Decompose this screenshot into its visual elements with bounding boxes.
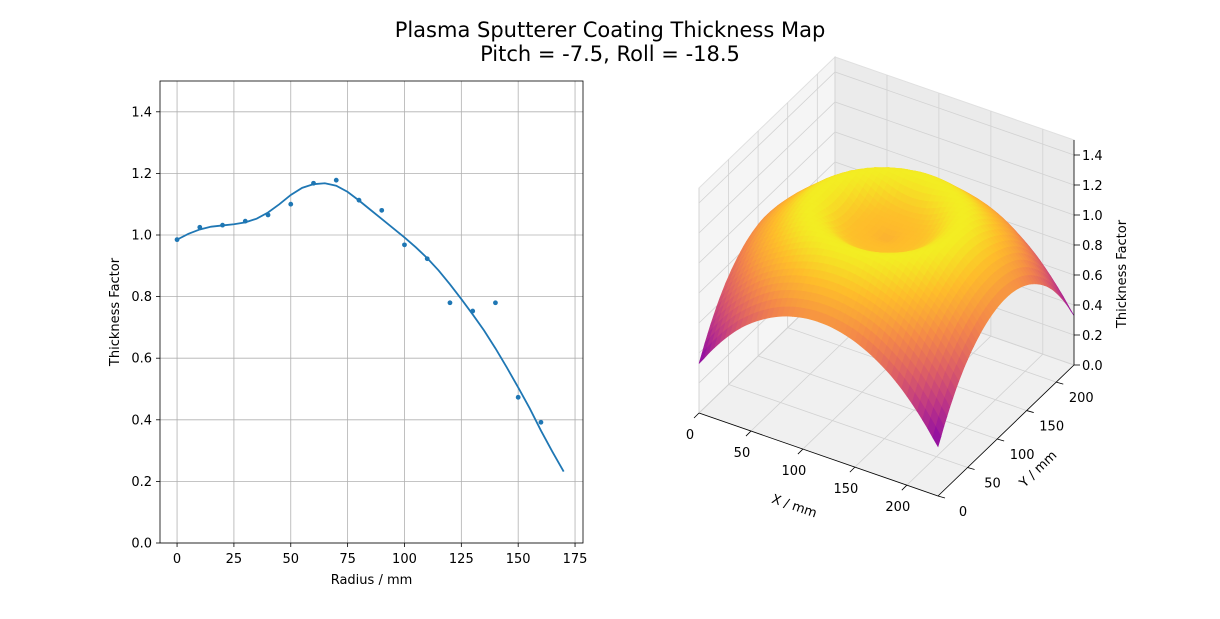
x-tick-label: 150 — [506, 552, 531, 567]
x-tick-label-3d: 100 — [781, 464, 806, 479]
z-tick-label-3d: 0.6 — [1082, 269, 1103, 284]
z-tick-label-3d: 0.8 — [1082, 239, 1103, 254]
data-point — [515, 394, 521, 400]
surface-3d-chart: 0 50 100 150 200 0 50 100 150 200 0.0 0.2 0.4 0.6 0.8 1… — [686, 55, 1130, 521]
x-tick-label-3d: 150 — [833, 482, 858, 497]
axes-3d-ticks: 0 50 100 150 200 0 50 100 150 200 0.0 0.2 0.4 0.6 0.8 1… — [686, 140, 1103, 520]
x-tick-label: 50 — [282, 552, 299, 567]
y-tick-label: 0.6 — [131, 352, 152, 367]
y-tick-label-3d: 50 — [984, 477, 1001, 492]
data-point — [311, 180, 316, 186]
data-point — [379, 207, 385, 213]
data-point — [265, 212, 271, 218]
data-point — [356, 197, 362, 203]
left-grid — [160, 81, 583, 544]
y-tick-label: 1.2 — [131, 167, 152, 182]
z-tick-label-3d: 1.4 — [1082, 149, 1103, 164]
y-tick-label: 0.0 — [131, 537, 152, 552]
x-tick-label: 175 — [563, 552, 588, 567]
measured-points-series — [174, 177, 544, 425]
z-grid-3d — [698, 101, 1075, 234]
surface-patch — [932, 426, 942, 448]
x-tick-label-3d: 200 — [885, 500, 910, 515]
y-tick-label-3d: 100 — [1010, 448, 1035, 463]
thickness-surface — [698, 167, 1075, 448]
x-tick-label: 25 — [226, 552, 243, 567]
y-tick-label: 0.8 — [131, 290, 152, 305]
data-point — [402, 242, 407, 248]
x-tick-mark-3d — [797, 448, 804, 455]
x-axis-line — [698, 412, 939, 497]
x-axis-label: X / mm — [770, 492, 819, 521]
data-point — [493, 300, 498, 306]
data-point — [174, 237, 180, 243]
y-tick-label: 0.2 — [131, 475, 152, 490]
title-line-1: Plasma Sputterer Coating Thickness Map — [394, 18, 826, 42]
z-tick-label-3d: 0.2 — [1082, 329, 1103, 344]
fit-line — [176, 182, 565, 472]
y-axis-line — [937, 364, 1075, 497]
x-tick-mark-3d — [745, 430, 752, 437]
data-point — [242, 218, 248, 224]
z-tick-label-3d: 0.0 — [1082, 359, 1103, 374]
title-line-2: Pitch = -7.5, Roll = -18.5 — [480, 42, 740, 66]
data-point — [197, 224, 203, 230]
z-grid-3d — [698, 71, 1075, 204]
left-y-axis-label: Thickness Factor — [108, 257, 123, 367]
y-tick-mark-3d — [937, 495, 946, 499]
data-point — [470, 308, 476, 314]
figure-title: Plasma Sputterer Coating Thickness Map P… — [0, 18, 1220, 66]
y-tick-mark-3d — [1056, 381, 1064, 385]
x-tick-label-3d: 0 — [686, 428, 694, 443]
data-point — [288, 201, 294, 207]
x-tick-label: 75 — [339, 552, 356, 567]
x-tick-mark-3d — [901, 484, 908, 491]
data-point — [424, 256, 430, 262]
y-tick-label: 1.0 — [131, 229, 152, 244]
left-x-axis-label: Radius / mm — [331, 573, 413, 588]
y-tick-label-3d: 150 — [1039, 420, 1064, 435]
data-point — [538, 419, 544, 425]
x-tick-label: 0 — [173, 552, 181, 567]
y-tick-label-3d: 200 — [1069, 391, 1094, 406]
y-tick-label-3d: 0 — [959, 505, 967, 520]
z-grid-3d — [698, 131, 1075, 264]
data-point — [220, 222, 225, 228]
x-tick-label: 125 — [449, 552, 474, 567]
data-point — [333, 177, 339, 183]
z-tick-label-3d: 1.2 — [1082, 179, 1103, 194]
y-tick-label: 0.4 — [131, 413, 152, 428]
x-tick-label: 100 — [392, 552, 417, 567]
x-tick-label-3d: 50 — [734, 446, 751, 461]
data-point — [447, 300, 453, 306]
z-tick-label-3d: 1.0 — [1082, 209, 1103, 224]
z-tick-label-3d: 0.4 — [1082, 299, 1103, 314]
x-tick-mark-3d — [849, 466, 856, 473]
y-tick-mark-3d — [1026, 410, 1034, 413]
z-axis-label: Thickness Factor — [1115, 219, 1130, 329]
y-tick-label: 1.4 — [131, 105, 152, 120]
radial-profile-chart: 0 25 50 75 100 125 150 175 0.0 0.2 0.4 0.6 0.8 1.0 1.2… — [108, 80, 587, 588]
left-axes-frame — [159, 80, 584, 544]
y-tick-mark-3d — [997, 438, 1005, 442]
x-tick-mark-3d — [693, 412, 700, 419]
left-ticks: 0 25 50 75 100 125 150 175 0.0 0.2 0.4 0.6 0.8 1.0 1.2… — [131, 105, 587, 567]
y-tick-mark-3d — [967, 467, 975, 470]
fit-line-series — [176, 182, 565, 472]
